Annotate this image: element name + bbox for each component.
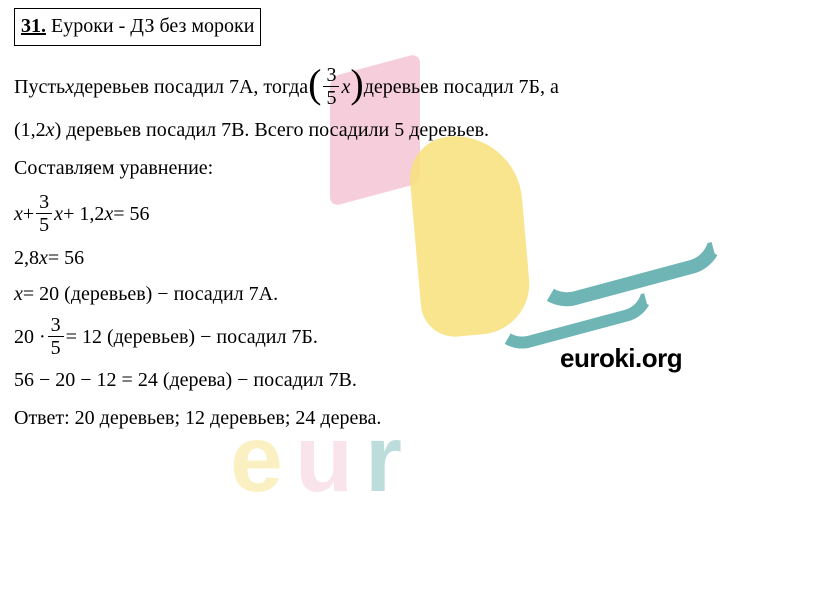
frac-den: 5 xyxy=(323,87,339,109)
text: + 1,2 xyxy=(63,199,104,229)
text: 20 · xyxy=(14,322,46,352)
frac-num: 3 xyxy=(36,191,52,214)
frac-num: 3 xyxy=(48,314,64,337)
text: = 56 xyxy=(113,199,149,229)
var-x: x xyxy=(14,279,23,309)
text: = 12 (деревьев) − посадил 7Б. xyxy=(66,322,318,352)
equation-5: 56 − 20 − 12 = 24 (дерева) − посадил 7В. xyxy=(14,365,799,395)
paragraph-3: Составляем уравнение: xyxy=(14,153,799,183)
var-x: x xyxy=(39,243,48,273)
answer-line: Ответ: 20 деревьев; 12 деревьев; 24 дере… xyxy=(14,403,799,433)
equation-4: 20 · 3 5 = 12 (деревьев) − посадил 7Б. xyxy=(14,314,799,359)
frac-num: 3 xyxy=(323,64,339,87)
rparen-icon: ) xyxy=(350,64,363,104)
text: деревьев посадил 7А, тогда xyxy=(74,72,308,102)
frac-den: 5 xyxy=(48,337,64,359)
text: деревьев посадил 7Б, а xyxy=(364,72,559,102)
var-x: x xyxy=(341,72,350,102)
lparen-icon: ( xyxy=(308,64,321,104)
fraction-3-5: 3 5 xyxy=(48,314,64,359)
var-x: x xyxy=(46,119,55,141)
paragraph-2: (1,2x) деревьев посадил 7В. Всего посади… xyxy=(14,115,799,145)
text: 2,8 xyxy=(14,243,39,273)
var-x: x xyxy=(65,72,74,102)
fraction-3-5: 3 5 xyxy=(36,191,52,236)
var-x: x xyxy=(104,199,113,229)
op: + xyxy=(23,199,34,229)
frac-den: 5 xyxy=(36,214,52,236)
text: Пусть xyxy=(14,72,65,102)
text: (1,2 xyxy=(14,119,46,141)
problem-number: 31. xyxy=(21,15,46,37)
text: ) деревьев посадил 7В. Всего посадили 5 … xyxy=(55,119,490,141)
equation-3: x = 20 (деревьев) − посадил 7А. xyxy=(14,278,799,310)
equation-2: 2,8 x = 56 xyxy=(14,242,799,274)
equation-1: x + 3 5 x + 1,2 x = 56 xyxy=(14,191,799,236)
text: = 20 (деревьев) − посадил 7А. xyxy=(23,279,278,309)
solution-content: 31. Еуроки - ДЗ без мороки Пусть x дерев… xyxy=(0,0,813,449)
var-x: x xyxy=(14,199,23,229)
var-x: x xyxy=(54,199,63,229)
problem-title: Еуроки - ДЗ без мороки xyxy=(51,15,254,37)
text: = 56 xyxy=(48,243,84,273)
problem-header-box: 31. Еуроки - ДЗ без мороки xyxy=(14,8,261,46)
paragraph-1: Пусть x деревьев посадил 7А, тогда ( 3 5… xyxy=(14,64,799,109)
fraction-3-5: 3 5 xyxy=(323,64,339,109)
